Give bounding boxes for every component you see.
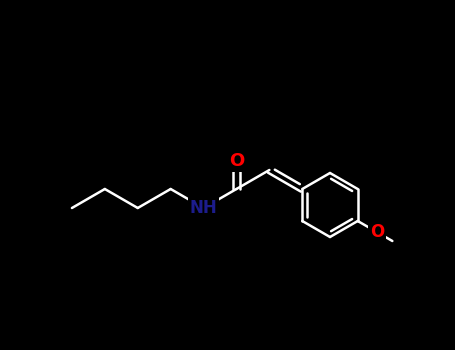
Text: NH: NH bbox=[190, 199, 217, 217]
Text: O: O bbox=[369, 223, 384, 241]
Text: O: O bbox=[229, 152, 244, 170]
